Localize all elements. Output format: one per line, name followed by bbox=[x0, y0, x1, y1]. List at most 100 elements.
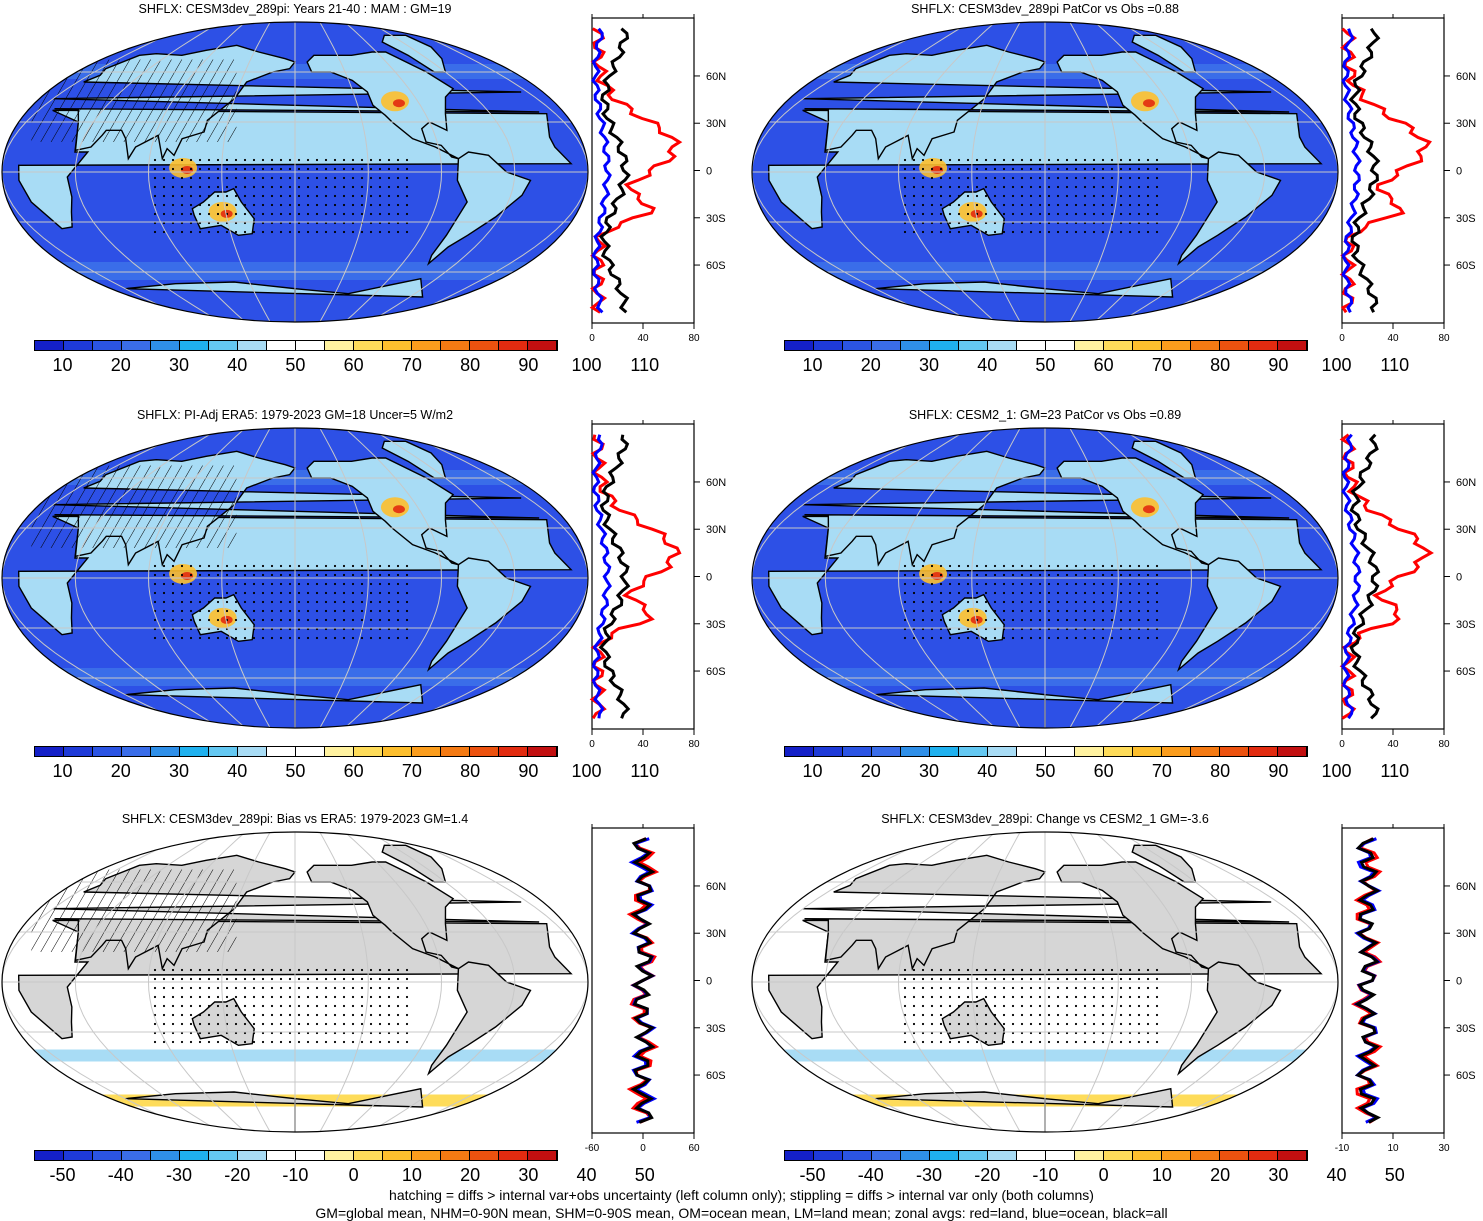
zonal-lat-label: 30N bbox=[706, 524, 726, 536]
colorbar-swatch bbox=[267, 747, 296, 756]
colorbar-swatch bbox=[35, 1151, 64, 1160]
colorbar-swatch bbox=[296, 341, 325, 350]
land-samerica bbox=[426, 961, 532, 1076]
colorbar-swatch bbox=[901, 1151, 930, 1160]
colorbar-swatch bbox=[785, 1151, 814, 1160]
colorbar-swatch bbox=[93, 747, 122, 756]
colorbar-swatch bbox=[296, 1151, 325, 1160]
map-border bbox=[1, 427, 589, 729]
colorbar-swatch bbox=[1249, 747, 1278, 756]
colorbar-swatch bbox=[814, 747, 843, 756]
zonal-x-label: 80 bbox=[688, 333, 700, 344]
colorbar-swatch bbox=[1191, 341, 1220, 350]
panel-bias-vs-era5: SHFLX: CESM3dev_289pi: Bias vs ERA5: 197… bbox=[0, 810, 733, 1210]
panel-title: SHFLX: PI-Adj ERA5: 1979-2023 GM=18 Unce… bbox=[136, 408, 454, 422]
zonal-land-line bbox=[589, 27, 683, 314]
colorbar-swatch bbox=[1104, 1151, 1133, 1160]
land-eurasia bbox=[802, 44, 1290, 161]
zonal-lat-label: 60S bbox=[706, 666, 726, 678]
land-greenland bbox=[1131, 34, 1197, 73]
stippling bbox=[148, 157, 413, 240]
zonal-lat-label: 60S bbox=[706, 260, 726, 272]
colorbar bbox=[784, 340, 1308, 351]
colorbar-swatch bbox=[209, 747, 238, 756]
colorbar-tick-label: 110 bbox=[1380, 761, 1410, 781]
colorbar-swatch bbox=[1075, 341, 1104, 350]
colorbar-tick-label: 10 bbox=[52, 355, 73, 375]
colorbar-swatch bbox=[296, 747, 325, 756]
zonal-lat-label: 0 bbox=[1456, 572, 1462, 584]
colorbar-tick-label: 60 bbox=[1093, 761, 1114, 781]
panel-model-abs: SHFLX: CESM3dev_289pi: Years 21-40 : MAM… bbox=[0, 0, 733, 400]
zonal-x-label: 40 bbox=[637, 333, 649, 344]
zonal-lat-label: 30S bbox=[706, 213, 726, 225]
colorbar-tick-label: -20 bbox=[974, 1165, 1001, 1185]
zonal-lat-label: 30N bbox=[1456, 928, 1476, 940]
colorbar-tick-label: 30 bbox=[168, 355, 190, 375]
colorbar-swatch bbox=[354, 747, 383, 756]
colorbar-swatch bbox=[64, 747, 93, 756]
colorbar-swatch bbox=[1162, 747, 1191, 756]
colorbar bbox=[784, 1150, 1308, 1161]
colorbar-swatch bbox=[1220, 747, 1249, 756]
map-and-zonal-svg: 60N30N030S60S04080W m-2 bbox=[1, 14, 726, 344]
land-samerica bbox=[426, 151, 532, 266]
colorbar-swatch bbox=[930, 1151, 959, 1160]
colorbar-swatch bbox=[151, 341, 180, 350]
colorbar-swatch bbox=[1191, 1151, 1220, 1160]
colorbar-tick-label: 80 bbox=[1210, 761, 1231, 781]
footer-line-1: hatching = diffs > internal var+obs unce… bbox=[389, 1187, 1094, 1203]
colorbar bbox=[784, 746, 1308, 757]
zonal-lat-label: 60S bbox=[1456, 260, 1476, 272]
map-and-zonal-svg: 60N30N030S60S04080W m-2 bbox=[751, 14, 1476, 344]
colorbar bbox=[34, 1150, 558, 1161]
colorbar-tick-label: 80 bbox=[460, 761, 481, 781]
colorbar-swatch bbox=[383, 341, 412, 350]
zonal-ocean-line bbox=[1341, 28, 1362, 313]
zonal-lat-label: 60S bbox=[1456, 666, 1476, 678]
zonal-x-label: 80 bbox=[688, 739, 700, 750]
colorbar-tick-label: -10 bbox=[1032, 1165, 1059, 1185]
colorbar-swatch bbox=[1278, 341, 1307, 350]
zonal-lat-label: 60N bbox=[1456, 71, 1476, 83]
zonal-x-label: 0 bbox=[1339, 333, 1345, 344]
colorbar-swatch bbox=[843, 747, 872, 756]
colorbar-tick-label: 110 bbox=[630, 355, 660, 375]
colorbar-tick-label: 110 bbox=[1380, 355, 1410, 375]
colorbar-swatch bbox=[238, 341, 267, 350]
footer-line-2: GM=global mean, NHM=0-90N mean, SHM=0-90… bbox=[315, 1205, 1168, 1221]
colorbar-tick-label: 30 bbox=[168, 761, 190, 781]
zonal-all-line bbox=[1354, 837, 1382, 1124]
colorbar-tick-label: 100 bbox=[571, 761, 602, 781]
map-border bbox=[751, 831, 1339, 1133]
colorbar-tick-label: 10 bbox=[802, 761, 823, 781]
colorbar-swatch bbox=[528, 747, 557, 756]
colorbar-tick-label: 50 bbox=[285, 355, 306, 375]
zonal-x-label: 0 bbox=[1339, 739, 1345, 750]
colorbar-swatch bbox=[441, 1151, 470, 1160]
zonal-land-line bbox=[1339, 27, 1432, 314]
zonal-all-line bbox=[598, 27, 631, 314]
zonal-frame bbox=[1341, 17, 1445, 324]
zonal-lat-label: 30S bbox=[706, 1023, 726, 1035]
colorbar-tick-label: 40 bbox=[227, 761, 248, 781]
colorbar-swatch bbox=[1104, 341, 1133, 350]
zonal-x-label: 40 bbox=[1387, 739, 1399, 750]
colorbar-swatch bbox=[35, 747, 64, 756]
zonal-all-line bbox=[1348, 27, 1381, 313]
graticule bbox=[752, 832, 1338, 1132]
colorbar-swatch bbox=[843, 341, 872, 350]
colorbar-swatch bbox=[1017, 1151, 1046, 1160]
colorbar-swatch bbox=[122, 1151, 151, 1160]
zonal-x-label: 40 bbox=[637, 739, 649, 750]
stippling bbox=[898, 563, 1163, 646]
colorbar-swatch bbox=[988, 747, 1017, 756]
land-greenland bbox=[1131, 440, 1197, 479]
zonal-all-line bbox=[630, 837, 656, 1124]
colorbar-swatch bbox=[1046, 747, 1075, 756]
land-eurasia bbox=[802, 450, 1290, 567]
colorbar-tick-label: 110 bbox=[630, 761, 660, 781]
colorbar-tick-label: 10 bbox=[802, 355, 823, 375]
colorbar-tick-label: -20 bbox=[224, 1165, 251, 1185]
zonal-frame bbox=[1341, 827, 1445, 1134]
